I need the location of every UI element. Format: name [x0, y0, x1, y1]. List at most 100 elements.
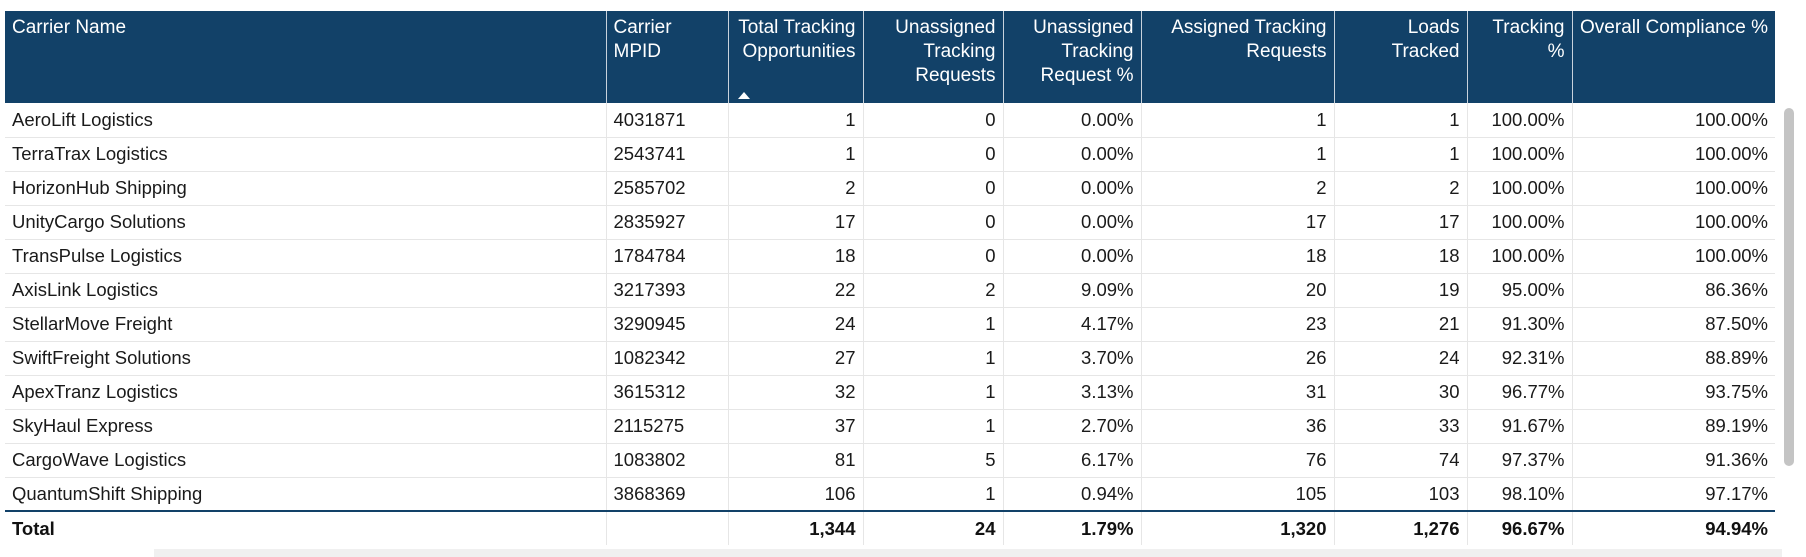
table-cell: 0.00%: [1003, 137, 1142, 172]
table-cell: 1: [1141, 137, 1335, 172]
table-cell: 24: [728, 307, 864, 342]
table-cell: 0: [863, 239, 1004, 274]
data-table-container: Carrier Name Carrier MPID Total Tracking…: [5, 11, 1775, 545]
totals-cell: 1,344: [728, 510, 864, 545]
table-cell: 97.37%: [1467, 443, 1573, 478]
table-cell: 31: [1141, 375, 1335, 410]
column-header-unassigned-tracking-requests[interactable]: Unassigned Tracking Requests: [863, 11, 1004, 103]
header-row: Carrier Name Carrier MPID Total Tracking…: [5, 11, 1775, 103]
table-cell: 2585702: [606, 171, 729, 206]
table-cell: 0.00%: [1003, 171, 1142, 206]
table-cell: 1784784: [606, 239, 729, 274]
table-cell: 91.30%: [1467, 307, 1573, 342]
column-header-tracking-pct[interactable]: Tracking %: [1467, 11, 1573, 103]
carrier-name-cell: QuantumShift Shipping: [5, 477, 607, 512]
table-cell: 18: [1141, 239, 1335, 274]
table-row[interactable]: SwiftFreight Solutions 1082342 27 1 3.70% 26 2…: [5, 341, 1775, 376]
table-cell: 106: [728, 477, 864, 512]
vertical-scrollbar[interactable]: [1784, 108, 1794, 466]
column-header-carrier-name[interactable]: Carrier Name: [5, 11, 607, 103]
table-cell: 1: [1334, 103, 1468, 138]
table-row[interactable]: ApexTranz Logistics 3615312 32 1 3.13% 31 30 96…: [5, 375, 1775, 410]
table-cell: 105: [1141, 477, 1335, 512]
table-cell: 32: [728, 375, 864, 410]
carrier-name-cell: HorizonHub Shipping: [5, 171, 607, 206]
totals-cell: 94.94%: [1572, 510, 1775, 545]
horizontal-scrollbar[interactable]: [154, 549, 1782, 557]
table-cell: 3290945: [606, 307, 729, 342]
table-row[interactable]: AeroLift Logistics 4031871 1 0 0.00% 1 1 100.00…: [5, 103, 1775, 138]
table-row[interactable]: AxisLink Logistics 3217393 22 2 9.09% 20 19 95.…: [5, 273, 1775, 308]
table-cell: 81: [728, 443, 864, 478]
column-header-overall-compliance-pct[interactable]: Overall Compliance %: [1572, 11, 1775, 103]
table-cell: 5: [863, 443, 1004, 478]
carrier-name-cell: AeroLift Logistics: [5, 103, 607, 138]
column-header-loads-tracked[interactable]: Loads Tracked: [1334, 11, 1468, 103]
totals-label: Total: [5, 510, 607, 545]
carrier-name-cell: UnityCargo Solutions: [5, 205, 607, 240]
table-cell: 2543741: [606, 137, 729, 172]
table-row[interactable]: TransPulse Logistics 1784784 18 0 0.00% 18 18 1…: [5, 239, 1775, 274]
totals-cell: 24: [863, 510, 1004, 545]
table-cell: 2115275: [606, 409, 729, 444]
table-cell: 100.00%: [1467, 239, 1573, 274]
table-cell: 18: [728, 239, 864, 274]
table-cell: 100.00%: [1467, 205, 1573, 240]
carrier-tracking-table: Carrier Name Carrier MPID Total Tracking…: [5, 11, 1775, 545]
table-cell: 1: [863, 409, 1004, 444]
carrier-name-cell: StellarMove Freight: [5, 307, 607, 342]
table-cell: 4031871: [606, 103, 729, 138]
table-cell: 1083802: [606, 443, 729, 478]
table-cell: 91.67%: [1467, 409, 1573, 444]
table-cell: 100.00%: [1572, 103, 1775, 138]
table-cell: 3.13%: [1003, 375, 1142, 410]
table-cell: 0: [863, 103, 1004, 138]
column-header-carrier-mpid[interactable]: Carrier MPID: [606, 11, 729, 103]
table-cell: 21: [1334, 307, 1468, 342]
table-row[interactable]: CargoWave Logistics 1083802 81 5 6.17% 76 74 97…: [5, 443, 1775, 478]
column-header-total-tracking-opportunities[interactable]: Total Tracking Opportunities: [728, 11, 864, 103]
table-row[interactable]: TerraTrax Logistics 2543741 1 0 0.00% 1 1 100.0…: [5, 137, 1775, 172]
table-cell: 1082342: [606, 341, 729, 376]
totals-cell: 1,320: [1141, 510, 1335, 545]
table-cell: 1: [863, 341, 1004, 376]
table-cell: 19: [1334, 273, 1468, 308]
sort-ascending-icon: [737, 92, 750, 99]
table-row[interactable]: SkyHaul Express 2115275 37 1 2.70% 36 33 91.67%…: [5, 409, 1775, 444]
carrier-name-cell: SwiftFreight Solutions: [5, 341, 607, 376]
table-cell: 9.09%: [1003, 273, 1142, 308]
table-cell: 3.70%: [1003, 341, 1142, 376]
table-cell: 37: [728, 409, 864, 444]
table-row[interactable]: StellarMove Freight 3290945 24 1 4.17% 23 21 91…: [5, 307, 1775, 342]
table-cell: 0.94%: [1003, 477, 1142, 512]
table-cell: 4.17%: [1003, 307, 1142, 342]
table-cell: 27: [728, 341, 864, 376]
table-cell: 2: [863, 273, 1004, 308]
table-body: AeroLift Logistics 4031871 1 0 0.00% 1 1 100.00…: [5, 103, 1775, 512]
totals-cell: [606, 510, 729, 545]
table-cell: 1: [863, 477, 1004, 512]
table-cell: 95.00%: [1467, 273, 1573, 308]
table-cell: 26: [1141, 341, 1335, 376]
table-cell: 2: [1334, 171, 1468, 206]
carrier-name-cell: SkyHaul Express: [5, 409, 607, 444]
table-cell: 89.19%: [1572, 409, 1775, 444]
table-cell: 100.00%: [1467, 171, 1573, 206]
table-row[interactable]: QuantumShift Shipping 3868369 106 1 0.94% 105…: [5, 477, 1775, 512]
column-header-unassigned-tracking-request-pct[interactable]: Unassigned Tracking Request %: [1003, 11, 1142, 103]
table-row[interactable]: UnityCargo Solutions 2835927 17 0 0.00% 17 17 1…: [5, 205, 1775, 240]
table-cell: 3217393: [606, 273, 729, 308]
table-cell: 93.75%: [1572, 375, 1775, 410]
column-header-assigned-tracking-requests[interactable]: Assigned Tracking Requests: [1141, 11, 1335, 103]
totals-row: Total 1,344 24 1.79% 1,320 1,276 96.67% …: [5, 510, 1775, 545]
table-cell: 3615312: [606, 375, 729, 410]
table-cell: 91.36%: [1572, 443, 1775, 478]
table-cell: 1: [728, 137, 864, 172]
table-cell: 36: [1141, 409, 1335, 444]
table-cell: 1: [863, 307, 1004, 342]
table-cell: 24: [1334, 341, 1468, 376]
table-row[interactable]: HorizonHub Shipping 2585702 2 0 0.00% 2 2 100.0…: [5, 171, 1775, 206]
carrier-name-cell: ApexTranz Logistics: [5, 375, 607, 410]
table-cell: 30: [1334, 375, 1468, 410]
table-cell: 0: [863, 171, 1004, 206]
